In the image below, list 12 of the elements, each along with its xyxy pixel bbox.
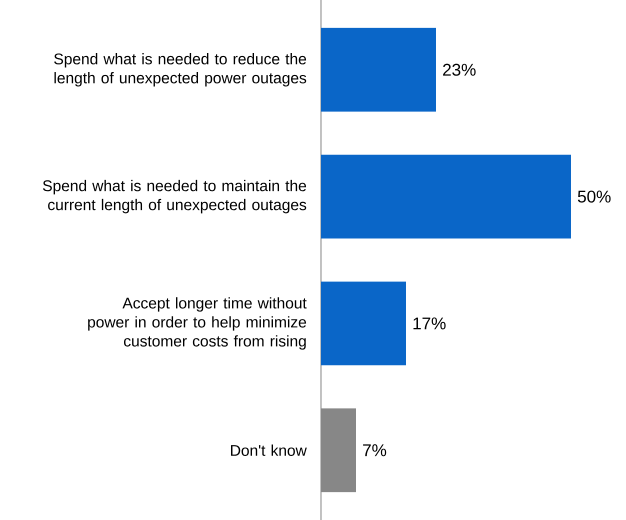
y-tick-label: Don't know: [231, 444, 307, 456]
data-label: 23%: [443, 64, 476, 76]
bar: [320, 154, 571, 238]
bar: [320, 28, 436, 112]
y-tick-label: Spend what is needed to maintain the current length of unexpected outages: [42, 180, 306, 214]
y-tick-label: Accept longer time without power in order to help minimize customer costs from rising: [88, 297, 307, 350]
data-label: 17%: [413, 317, 446, 330]
bar: [320, 282, 406, 366]
y-tick-label: Spend what is needed to reduce the length of unexpected power outages: [54, 53, 306, 86]
bar: [320, 408, 356, 492]
data-label: 7%: [363, 444, 386, 456]
data-label: 50%: [578, 190, 611, 203]
